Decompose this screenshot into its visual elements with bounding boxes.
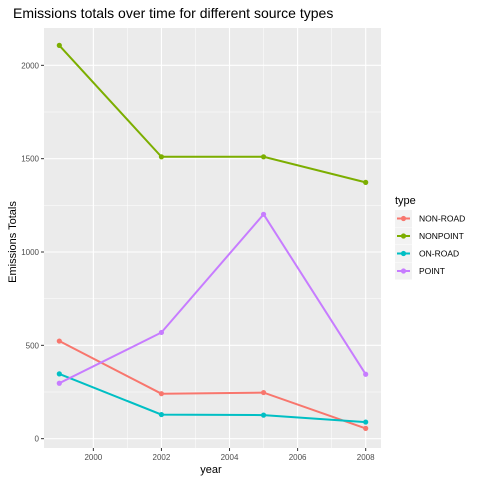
chart-title: Emissions totals over time for different… xyxy=(13,5,333,21)
data-point xyxy=(363,371,369,377)
legend-title: type xyxy=(395,195,416,207)
data-point xyxy=(56,371,62,377)
x-tick-label: 2006 xyxy=(289,453,307,462)
x-tick-label: 2002 xyxy=(153,453,171,462)
y-tick-label: 2000 xyxy=(21,61,39,70)
x-tick-label: 2004 xyxy=(221,453,239,462)
data-point xyxy=(363,419,369,425)
legend-label: ON-ROAD xyxy=(419,249,459,259)
y-axis-title: Emissions Totals xyxy=(7,201,19,283)
x-axis-ticks: 2000 2002 2004 2006 2008 xyxy=(84,448,375,462)
data-point xyxy=(56,338,62,344)
x-axis-title: year xyxy=(200,464,222,476)
data-point xyxy=(363,425,369,431)
series-line xyxy=(58,340,367,430)
y-tick-label: 1000 xyxy=(21,248,39,257)
series-line xyxy=(58,44,366,184)
data-point xyxy=(260,389,267,396)
plot-panel xyxy=(44,28,381,448)
legend-key-point xyxy=(400,233,407,239)
legend: type NON-ROAD NONPOINT ON-ROAD POINT xyxy=(395,195,465,280)
data-point xyxy=(158,329,165,336)
data-point xyxy=(158,411,165,418)
legend-key-point xyxy=(400,268,407,274)
data-point xyxy=(56,42,62,48)
y-axis-ticks: 0 500 1000 1500 2000 xyxy=(21,61,44,444)
legend-label: POINT xyxy=(419,266,445,276)
x-tick-label: 2000 xyxy=(84,453,102,462)
legend-label: NONPOINT xyxy=(419,231,464,241)
minor-gridlines xyxy=(44,28,381,448)
x-tick-label: 2008 xyxy=(357,453,375,462)
data-point xyxy=(158,391,165,397)
data-point xyxy=(363,179,369,185)
legend-key-point xyxy=(400,250,407,257)
legend-key-point xyxy=(400,215,407,222)
data-point xyxy=(56,380,62,386)
legend-label: NON-ROAD xyxy=(419,214,465,224)
series-points xyxy=(56,42,369,431)
data-point xyxy=(158,154,165,160)
series-lines xyxy=(58,44,367,430)
y-tick-label: 500 xyxy=(26,341,40,350)
y-tick-label: 1500 xyxy=(21,155,39,164)
y-tick-label: 0 xyxy=(35,435,40,444)
data-point xyxy=(260,412,267,418)
major-gridlines xyxy=(44,28,381,448)
data-point xyxy=(260,154,267,160)
series-line xyxy=(58,372,366,424)
data-point xyxy=(260,211,267,217)
series-line xyxy=(58,212,367,385)
